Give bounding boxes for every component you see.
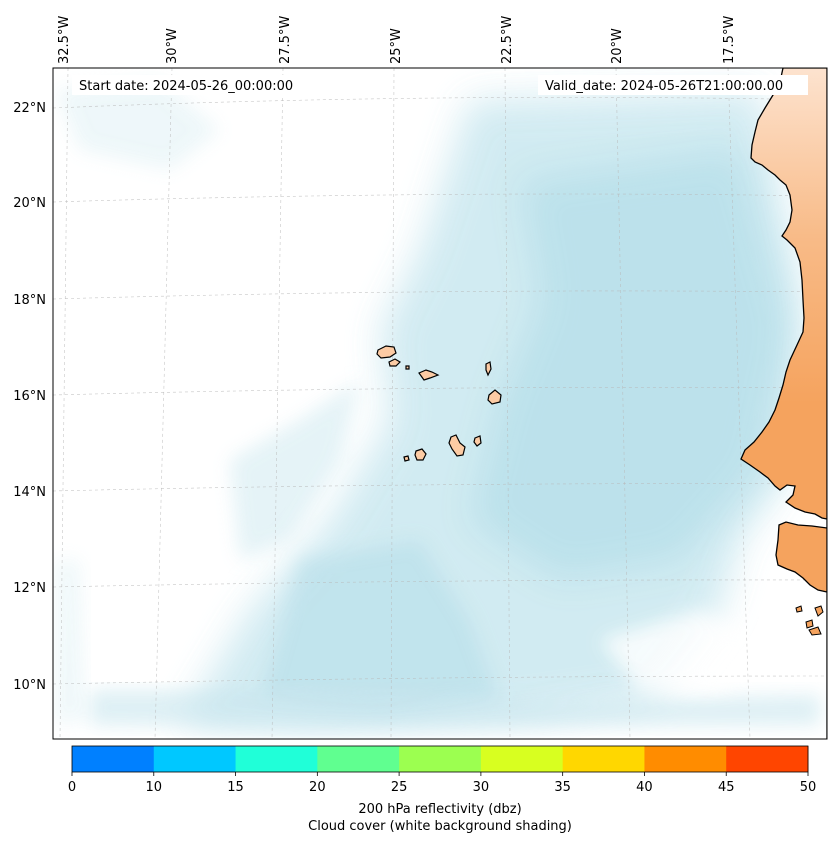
colorbar-segment — [317, 746, 400, 772]
island-boa-vista — [487, 389, 502, 405]
latitude-labels: 22°N 20°N 18°N 16°N 14°N 12°N 10°N — [13, 101, 46, 693]
lat-label-14n: 14°N — [13, 485, 46, 500]
lat-label-20n: 20°N — [13, 196, 46, 211]
valid-date-label: Valid_date: 2024-05-26T21:00:00.00 — [545, 79, 783, 94]
start-date-label: Start date: 2024-05-26_00:00:00 — [79, 79, 293, 94]
island-brava — [403, 455, 410, 462]
colorbar-segment — [72, 746, 155, 772]
colorbar-segment — [480, 746, 564, 772]
colorbar-tick-label: 30 — [473, 780, 490, 795]
colorbar-ticks: 0 10 15 20 25 30 35 40 45 50 — [68, 772, 816, 795]
lon-label-30w: 30°W — [165, 28, 180, 64]
colorbar-label: 200 hPa reflectivity (dbz) — [358, 802, 521, 817]
colorbar-tick-label: 10 — [146, 780, 163, 795]
lat-label-16n: 16°N — [13, 389, 46, 404]
african-coast-land — [740, 68, 827, 739]
lon-label-27-5w: 27.5°W — [278, 16, 293, 64]
colorbar-sublabel: Cloud cover (white background shading) — [308, 819, 572, 834]
lon-label-32-5w: 32.5°W — [57, 16, 72, 64]
lon-label-20w: 20°W — [610, 28, 625, 64]
lon-label-22-5w: 22.5°W — [500, 16, 515, 64]
colorbar-segment — [726, 746, 809, 772]
bijagos-islands — [795, 605, 824, 636]
colorbar-segment — [562, 746, 645, 772]
colorbar-frame — [71, 745, 809, 773]
colorbar-segment — [235, 746, 318, 772]
island-sao-nicolau — [418, 369, 440, 381]
colorbar-tick-label: 25 — [391, 780, 408, 795]
island-santiago — [448, 434, 466, 457]
colorbar-segment — [399, 746, 482, 772]
longitude-labels: 32.5°W 30°W 27.5°W 25°W 22.5°W 20°W 17.5… — [57, 16, 737, 64]
lon-label-25w: 25°W — [389, 28, 404, 64]
colorbar-segments — [72, 746, 809, 772]
lat-label-10n: 10°N — [13, 678, 46, 693]
valid-date-box: Valid_date: 2024-05-26T21:00:00.00 — [538, 75, 808, 95]
island-fogo — [414, 448, 427, 461]
colorbar-tick-label: 35 — [554, 780, 571, 795]
graticule — [53, 68, 827, 739]
lat-label-18n: 18°N — [13, 293, 46, 308]
island-santa-luzia — [405, 365, 410, 370]
colorbar-tick-label: 50 — [800, 780, 817, 795]
cape-verde-islands — [376, 345, 502, 462]
map-panel: Start date: 2024-05-26_00:00:00 Valid_da… — [53, 68, 827, 739]
map-frame — [52, 67, 828, 740]
colorbar-tick-label: 15 — [227, 780, 244, 795]
colorbar: 0 10 15 20 25 30 35 40 45 50 200 hPa reflectivity… — [68, 745, 816, 834]
lat-label-22n: 22°N — [13, 101, 46, 116]
lon-label-17-5w: 17.5°W — [722, 16, 737, 64]
island-sal — [485, 361, 492, 377]
lat-label-12n: 12°N — [13, 581, 46, 596]
island-sao-vicente — [388, 358, 401, 367]
colorbar-tick-label: 40 — [636, 780, 653, 795]
island-maio — [473, 435, 482, 447]
colorbar-tick-label: 0 — [68, 780, 76, 795]
colorbar-segment — [644, 746, 727, 772]
colorbar-segment — [153, 746, 237, 772]
colorbar-tick-label: 45 — [718, 780, 735, 795]
island-santo-antao — [376, 345, 397, 359]
start-date-box: Start date: 2024-05-26_00:00:00 — [72, 75, 316, 95]
colorbar-tick-label: 20 — [309, 780, 326, 795]
